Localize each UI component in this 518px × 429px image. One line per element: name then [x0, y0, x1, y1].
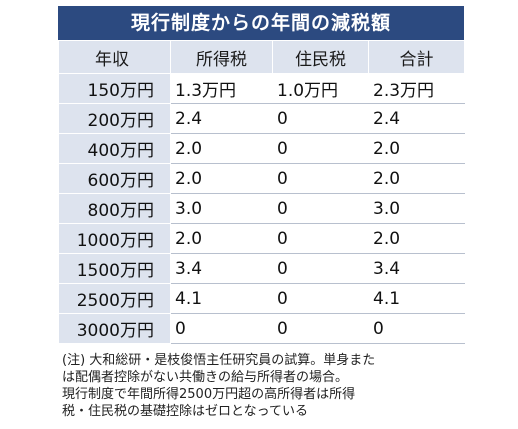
cell-resident-tax: 0	[272, 133, 369, 164]
table-row: 3000万円 0 0 0	[58, 313, 465, 344]
footnote-line: は配偶者控除がない共働きの給与所得者の場合。	[62, 370, 349, 385]
cell-income: 2500万円	[58, 283, 171, 314]
cell-resident-tax: 0	[272, 223, 369, 254]
cell-resident-tax: 0	[272, 193, 369, 224]
cell-income-tax: 0	[170, 313, 273, 344]
cell-income-tax: 2.0	[170, 163, 273, 194]
cell-resident-tax: 0	[272, 313, 369, 344]
cell-income: 800万円	[58, 193, 171, 224]
cell-income-tax: 3.4	[170, 253, 273, 284]
table-row: 2500万円 4.1 0 4.1	[58, 283, 465, 314]
cell-total: 2.0	[368, 133, 465, 164]
cell-income-tax: 1.3万円	[170, 73, 273, 104]
cell-income: 1500万円	[58, 253, 171, 284]
cell-total: 3.4	[368, 253, 465, 284]
header-total: 合計	[368, 40, 465, 74]
table-row: 150万円 1.3万円 1.0万円 2.3万円	[58, 73, 465, 104]
header-resident-tax: 住民税	[272, 40, 369, 74]
cell-total: 0	[368, 313, 465, 344]
cell-income-tax: 3.0	[170, 193, 273, 224]
cell-income-tax: 2.0	[170, 223, 273, 254]
cell-total: 2.0	[368, 223, 465, 254]
cell-income-tax: 2.4	[170, 103, 273, 134]
table-row: 200万円 2.4 0 2.4	[58, 103, 465, 134]
header-income-tax: 所得税	[170, 40, 273, 74]
cell-resident-tax: 0	[272, 253, 369, 284]
cell-resident-tax: 0	[272, 283, 369, 314]
footnote-line: 税・住民税の基礎控除はゼロとなっている	[62, 404, 308, 419]
cell-income: 150万円	[58, 73, 171, 104]
cell-resident-tax: 1.0万円	[272, 73, 369, 104]
cell-income: 3000万円	[58, 313, 171, 344]
header-income: 年収	[58, 40, 171, 74]
footnote-line: 現行制度で年間所得2500万円超の高所得者は所得	[62, 387, 356, 402]
cell-total: 2.3万円	[368, 73, 465, 104]
cell-income-tax: 4.1	[170, 283, 273, 314]
cell-income: 400万円	[58, 133, 171, 164]
cell-total: 2.4	[368, 103, 465, 134]
cell-total: 4.1	[368, 283, 465, 314]
cell-income: 600万円	[58, 163, 171, 194]
cell-income: 1000万円	[58, 223, 171, 254]
cell-resident-tax: 0	[272, 163, 369, 194]
table-header-row: 年収 所得税 住民税 合計	[58, 40, 465, 74]
tax-reduction-table: 年収 所得税 住民税 合計 150万円 1.3万円 1.0万円 2.3万円 20…	[58, 40, 465, 344]
table-row: 1000万円 2.0 0 2.0	[58, 223, 465, 254]
table-row: 1500万円 3.4 0 3.4	[58, 253, 465, 284]
cell-income: 200万円	[58, 103, 171, 134]
footnote: (注) 大和総研・是枝俊悟主任研究員の試算。単身また は配偶者控除がない共働きの…	[62, 352, 472, 420]
cell-resident-tax: 0	[272, 103, 369, 134]
tax-reduction-table-card: 現行制度からの年間の減税額 年収 所得税 住民税 合計 150万円 1.3万円 …	[58, 6, 465, 344]
cell-total: 2.0	[368, 163, 465, 194]
table-row: 400万円 2.0 0 2.0	[58, 133, 465, 164]
cell-total: 3.0	[368, 193, 465, 224]
table-row: 600万円 2.0 0 2.0	[58, 163, 465, 194]
table-row: 800万円 3.0 0 3.0	[58, 193, 465, 224]
footnote-line: (注) 大和総研・是枝俊悟主任研究員の試算。単身また	[62, 353, 376, 368]
table-title: 現行制度からの年間の減税額	[58, 6, 464, 40]
cell-income-tax: 2.0	[170, 133, 273, 164]
